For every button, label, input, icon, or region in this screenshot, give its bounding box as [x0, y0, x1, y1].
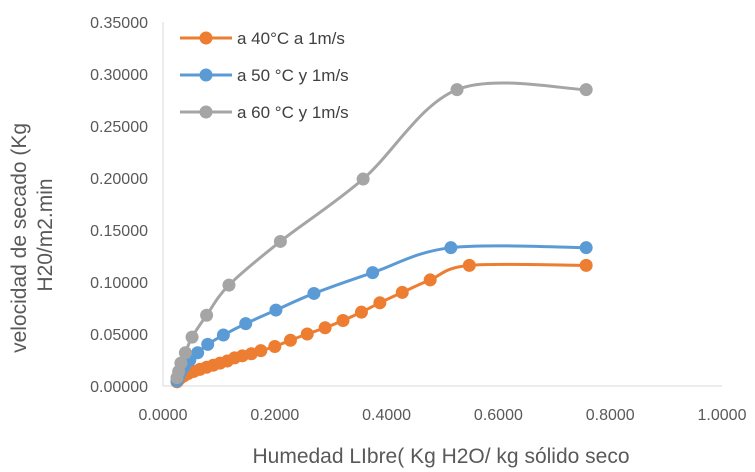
y-tick-label: 0.25000 [90, 119, 148, 136]
legend-label: a 40°C a 1m/s [237, 29, 345, 48]
data-point [354, 305, 368, 319]
data-point [239, 317, 253, 331]
data-point [579, 83, 593, 97]
data-point [336, 313, 350, 327]
data-point [395, 285, 409, 299]
x-tick-label: 0.0000 [139, 407, 188, 424]
y-axis-title-line-1: velocidad de secado (Kg [8, 123, 31, 353]
data-point [307, 286, 321, 300]
data-point [201, 337, 215, 351]
data-point [450, 83, 464, 97]
data-point [423, 273, 437, 287]
legend-entry: a 50 °C y 1m/s [180, 66, 349, 85]
legend-entry: a 60 °C y 1m/s [180, 103, 349, 122]
data-point [222, 278, 236, 292]
data-point [273, 234, 287, 248]
y-tick-label: 0.20000 [90, 171, 148, 188]
data-point [579, 241, 593, 255]
legend-label: a 60 °C y 1m/s [237, 103, 349, 122]
series-1 [170, 258, 593, 389]
y-axis-title: velocidad de secado (Kg H20/m2.min [8, 117, 57, 353]
series-layer [170, 81, 593, 389]
data-point [178, 346, 192, 360]
series-line [175, 262, 588, 384]
legend-label: a 50 °C y 1m/s [237, 66, 349, 85]
x-axis-title: Humedad LIbre( Kg H2O/ kg sólido seco [252, 445, 629, 468]
y-tick-labels: 0.00000 0.05000 0.10000 0.15000 0.20000 0.250… [90, 15, 148, 396]
data-point [462, 258, 476, 272]
data-point [356, 172, 370, 186]
x-tick-label: 0.2000 [250, 407, 299, 424]
axes [162, 22, 722, 387]
y-tick-label: 0.30000 [90, 67, 148, 84]
data-point [283, 333, 297, 347]
data-point [216, 328, 230, 342]
data-point [269, 303, 283, 317]
data-point [268, 339, 282, 353]
data-point [254, 344, 268, 358]
y-tick-label: 0.10000 [90, 275, 148, 292]
series-line [175, 81, 588, 380]
legend-entry: a 40°C a 1m/s [180, 29, 345, 48]
data-point [185, 330, 199, 344]
y-tick-label: 0.15000 [90, 223, 148, 240]
series-3 [170, 81, 593, 385]
data-point [318, 321, 332, 335]
data-point [300, 327, 314, 341]
legend-swatch-marker [199, 105, 213, 119]
data-point [366, 266, 380, 280]
y-tick-label: 0.00000 [90, 379, 148, 396]
y-axis-title-line-2: H20/m2.min [34, 178, 57, 291]
legend-swatch-marker [199, 68, 213, 82]
x-tick-label: 0.8000 [586, 407, 635, 424]
x-tick-label: 0.4000 [362, 407, 411, 424]
data-point [444, 241, 458, 255]
legend-swatch-marker [199, 31, 213, 45]
x-tick-labels: 0.0000 0.2000 0.4000 0.6000 0.8000 1.0000 [139, 407, 747, 424]
y-tick-label: 0.35000 [90, 15, 148, 32]
data-point [191, 346, 205, 360]
legend: a 40°C a 1m/s a 50 °C y 1m/s a 60 °C y 1m/… [180, 29, 349, 122]
data-point [200, 308, 214, 322]
data-point [174, 356, 188, 370]
x-tick-label: 0.6000 [474, 407, 523, 424]
data-point [373, 296, 387, 310]
data-point [579, 258, 593, 272]
y-tick-label: 0.05000 [90, 327, 148, 344]
x-tick-label: 1.0000 [698, 407, 747, 424]
